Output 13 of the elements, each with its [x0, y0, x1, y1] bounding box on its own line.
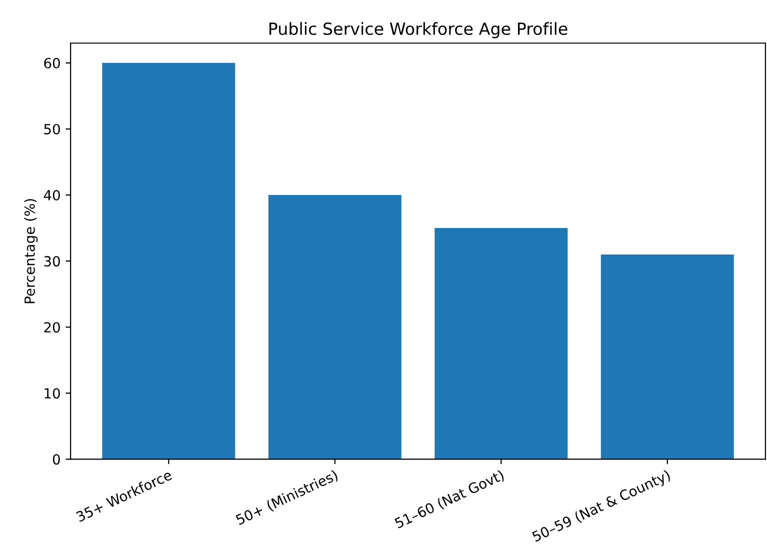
chart-title: Public Service Workforce Age Profile	[269, 22, 568, 38]
y-tick-label: 0	[52, 454, 60, 465]
y-tick-label: 60	[44, 58, 60, 68]
bar	[102, 62, 236, 460]
bar	[268, 195, 402, 460]
y-tick-label: 20	[44, 322, 60, 333]
y-axis-title: Percentage (%)	[24, 199, 38, 304]
y-tick-label: 10	[44, 388, 60, 399]
y-tick-label: 40	[44, 190, 60, 200]
y-tick-label: 30	[44, 256, 60, 267]
y-tick-label: 50	[44, 124, 60, 134]
bar	[434, 228, 568, 460]
bar	[600, 254, 734, 460]
